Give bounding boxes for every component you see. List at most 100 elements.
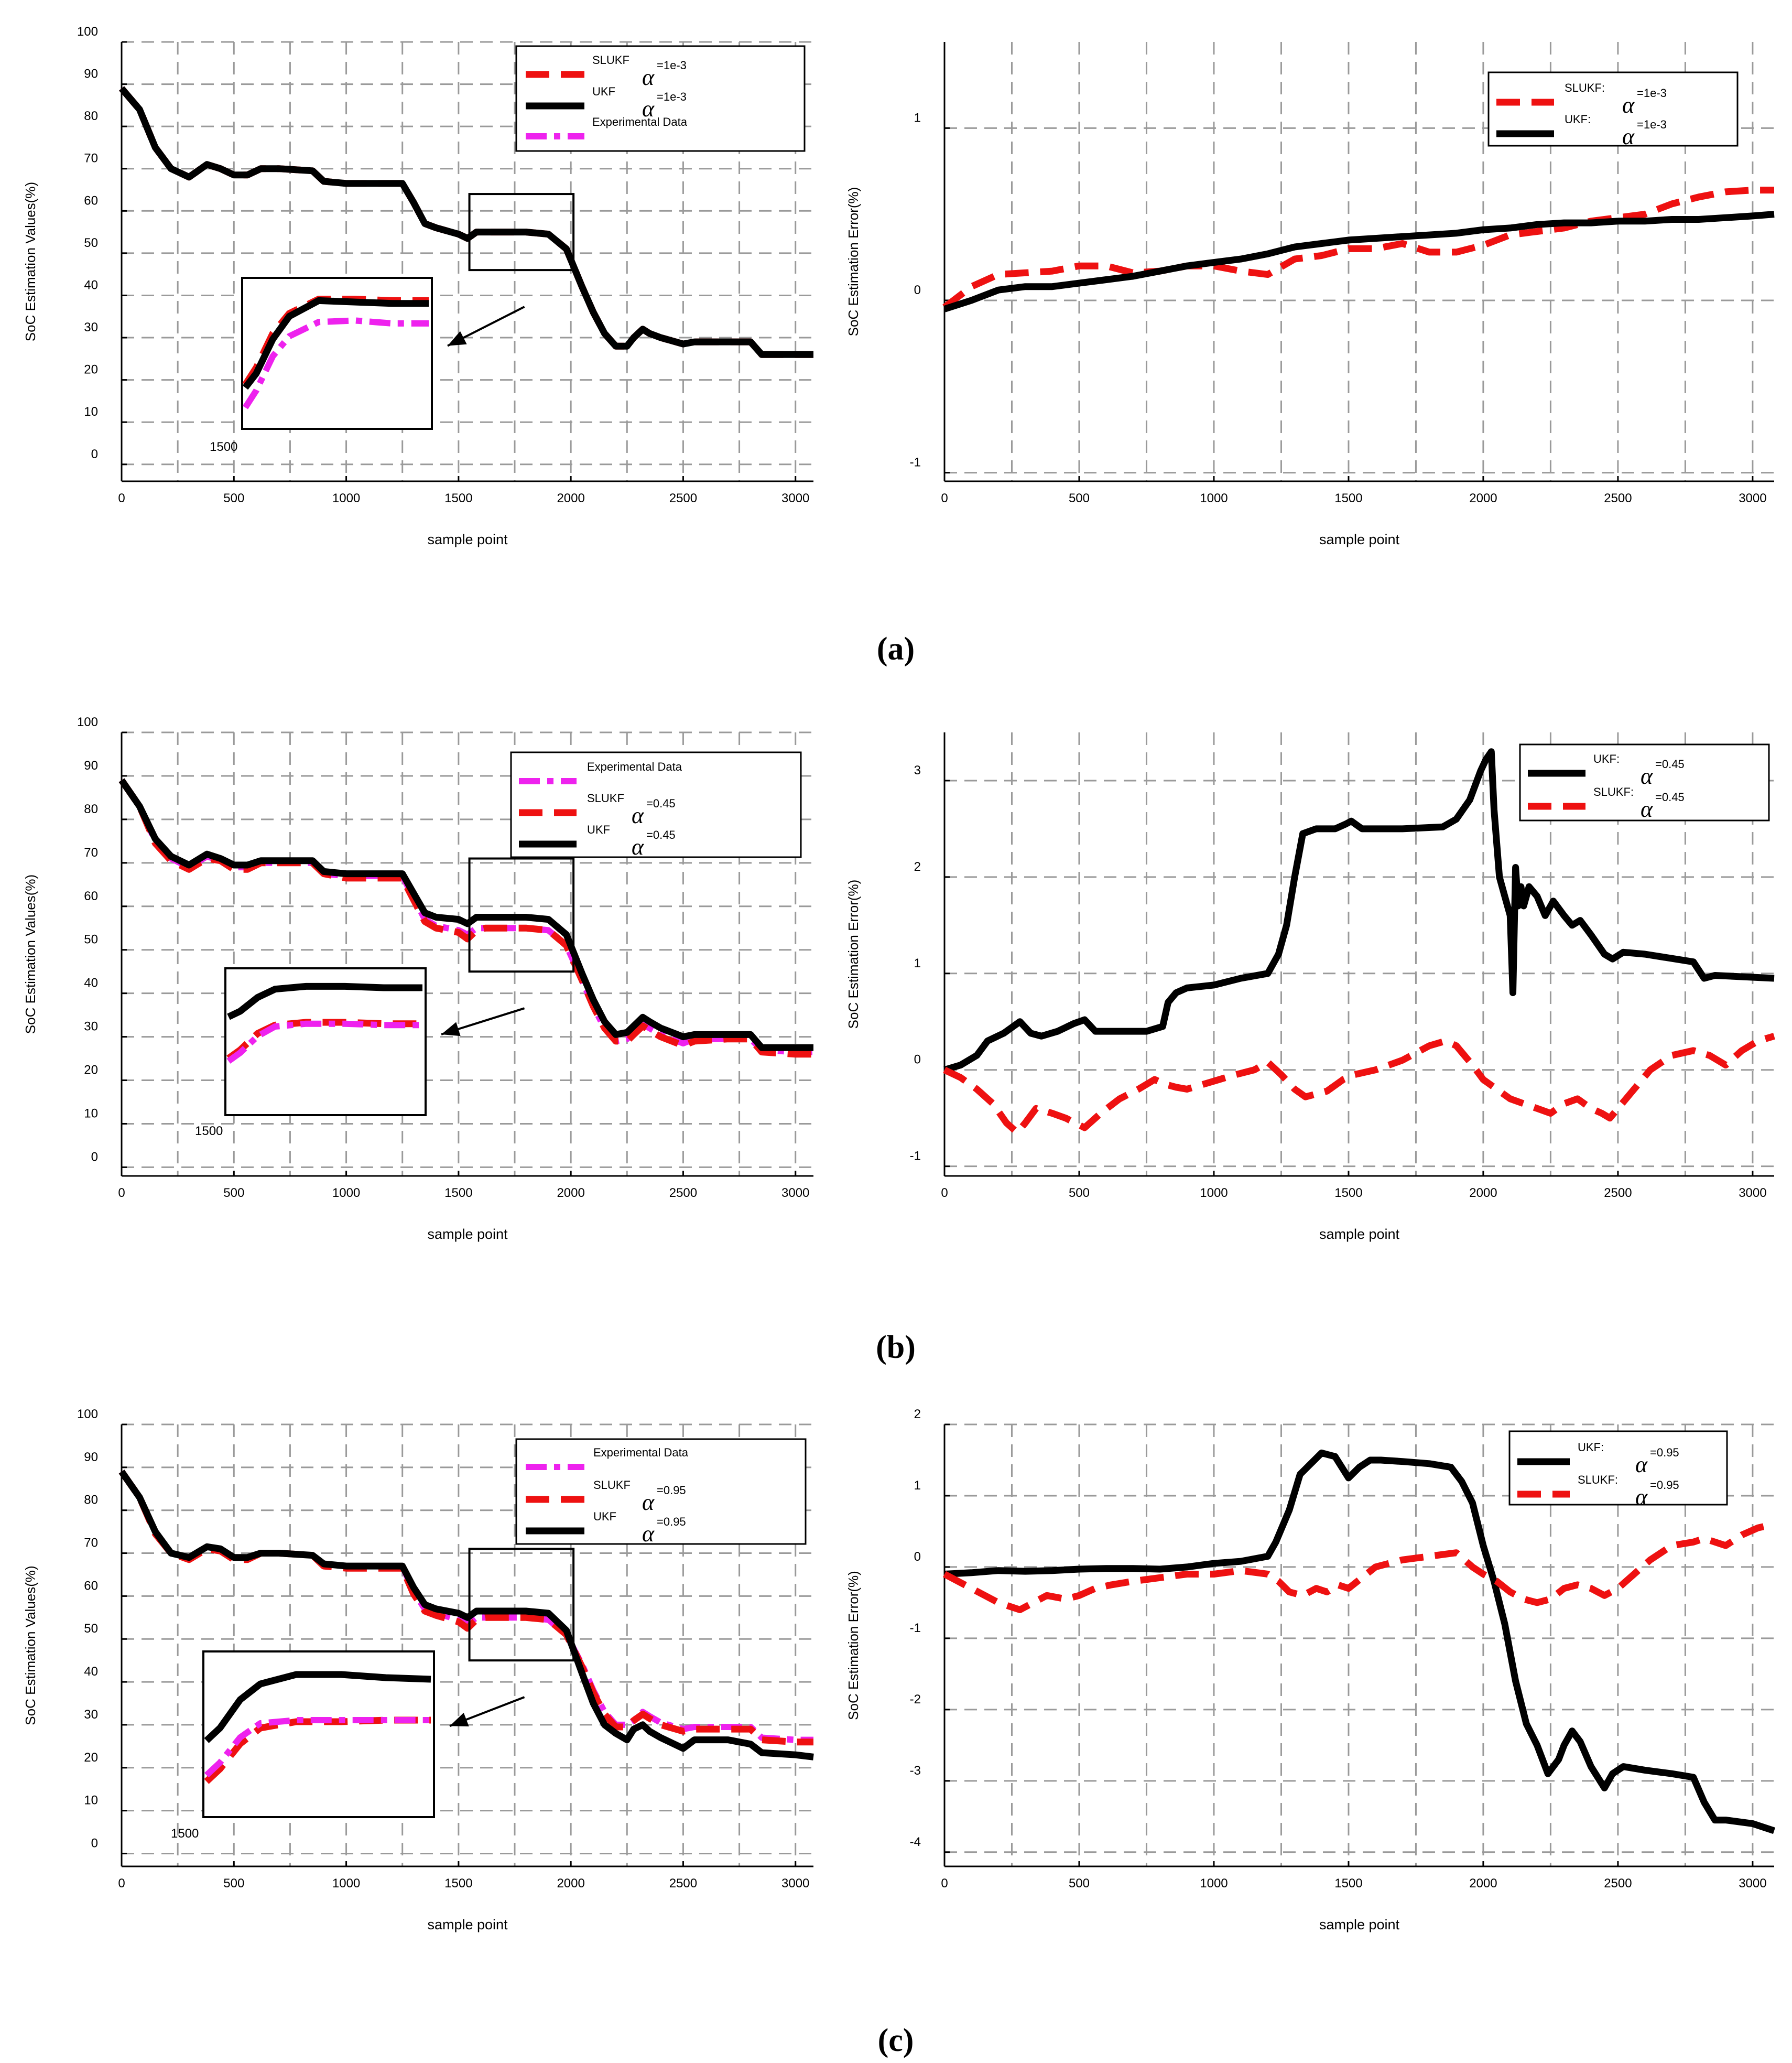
legend-alpha-symbol: α [1641,763,1653,789]
y-tick-label: 50 [84,933,98,947]
inset-x-label: 1500 [210,440,237,454]
series-line-ukf [943,211,1775,312]
x-tick-label: 1500 [444,491,472,505]
x-axis-label: sample point [427,1917,508,1932]
legend-alpha-symbol: α [1635,1452,1648,1477]
y-tick-label: 90 [84,67,98,81]
zoom-arrow-head [450,1712,469,1727]
x-tick-label: 0 [941,1876,948,1891]
y-tick-label: 10 [84,405,98,419]
x-axis-label: sample point [427,1226,508,1242]
legend-label: SLUKF: [1593,785,1634,798]
x-tick-label: 0 [941,1186,948,1200]
y-axis-label: SoC Estimation Error(%) [845,880,861,1029]
chart-a-est: 0 500 1000 1500 2000 2500 3000 0 10 20 30 40 50 60 70 8… [23,25,813,547]
y-tick-label: 2 [914,860,921,874]
x-tick-label: 0 [118,1876,125,1891]
series-line-ukf [943,748,1775,1073]
series-line-ukf [944,1449,1776,1834]
series-line-ukf [118,778,813,1051]
y-tick-label: -1 [910,1149,921,1163]
y-tick-label: 20 [84,363,98,377]
legend-alpha-value: =0.45 [1655,791,1685,804]
y-tick-label: 0 [91,1150,98,1164]
y-tick-label: 40 [84,278,98,292]
x-tick-label: 0 [941,491,948,505]
inset-series-ukf [227,982,422,1020]
y-tick-label: 0 [914,1550,921,1564]
y-tick-label: 3 [914,763,921,777]
y-tick-label: -2 [910,1692,921,1706]
x-tick-label: 2500 [669,1186,697,1200]
x-tick-label: 3000 [781,491,809,505]
x-tick-label: 1500 [1334,1186,1362,1200]
y-tick-label: 50 [84,236,98,250]
x-axis-label: sample point [427,532,508,547]
y-tick-label: -1 [910,456,921,470]
inset-x-label: 1500 [171,1827,199,1841]
y-tick-label: 0 [914,283,921,297]
series-line-experimental [119,778,813,1055]
x-tick-label: 2000 [557,1186,584,1200]
x-tick-label: 3000 [1739,491,1766,505]
legend-alpha-value: =0.45 [646,797,676,810]
y-tick-label: -4 [910,1835,921,1849]
legend-label: UKF [592,85,615,98]
chart-a-err: 0 500 1000 1500 2000 2500 3000 -1 0 1 sample point… [845,42,1775,547]
legend-box [1508,1430,1728,1506]
legend-alpha-symbol: α [632,834,644,860]
inset-series-experimental [204,1717,431,1778]
y-tick-label: 40 [84,1665,98,1679]
y-axis-label: SoC Estimation Values(%) [23,1565,38,1725]
y-tick-label: 1 [914,956,921,970]
x-tick-label: 1500 [1334,491,1362,505]
chart-b-est: 0 500 1000 1500 2000 2500 3000 0 10 20 30 40 50 60 70 8… [23,715,813,1242]
legend-alpha-symbol: α [632,803,644,828]
y-axis-label: SoC Estimation Error(%) [845,1571,861,1720]
legend-alpha-value: =1e-3 [1637,118,1667,131]
y-tick-label: 0 [914,1053,921,1067]
y-tick-label: 20 [84,1063,98,1077]
x-tick-label: 2000 [1469,1186,1497,1200]
inset-series-experimental [226,1020,422,1064]
inset-frame [224,967,427,1116]
series-line-ukf [118,1470,814,1760]
x-tick-label: 1000 [1200,1876,1228,1891]
y-tick-label: 60 [84,889,98,903]
y-tick-label: 40 [84,976,98,990]
legend-label: Experimental Data [587,760,682,773]
y-tick-label: 80 [84,109,98,123]
x-axis-label: sample point [1319,532,1400,547]
y-tick-label: 60 [84,193,98,208]
x-tick-label: 2000 [1469,1876,1497,1891]
y-tick-label: 80 [84,1493,98,1507]
y-tick-label: 0 [91,447,98,461]
x-tick-label: 2500 [1604,1876,1632,1891]
y-tick-label: 80 [84,802,98,816]
x-tick-label: 0 [118,1186,125,1200]
legend-label: Experimental Data [593,1446,689,1459]
legend-label: SLUKF [592,53,629,67]
zoom-box [468,193,575,272]
legend-alpha-symbol: α [1635,1484,1648,1510]
inset-series-ukf [242,297,429,390]
y-tick-label: 30 [84,320,98,334]
legend-label: SLUKF [593,1478,631,1492]
legend-label: UKF [587,823,610,836]
panel-label: (c) [878,2023,914,2058]
x-tick-label: 2500 [1604,1186,1632,1200]
legend-alpha-symbol: α [642,96,655,122]
legend-alpha-value: =1e-3 [657,90,687,103]
y-tick-label: 1 [914,111,921,125]
zoom-box [468,1548,575,1662]
legend-alpha-value: =0.95 [657,1515,686,1528]
zoom-arrow-head [441,1022,461,1036]
y-tick-label: 70 [84,846,98,860]
x-tick-label: 500 [223,1876,244,1891]
x-tick-label: 1000 [1200,491,1228,505]
x-tick-label: 500 [1069,1876,1090,1891]
legend-alpha-symbol: α [642,64,655,90]
x-tick-label: 1000 [332,1186,360,1200]
y-tick-label: 70 [84,1536,98,1550]
